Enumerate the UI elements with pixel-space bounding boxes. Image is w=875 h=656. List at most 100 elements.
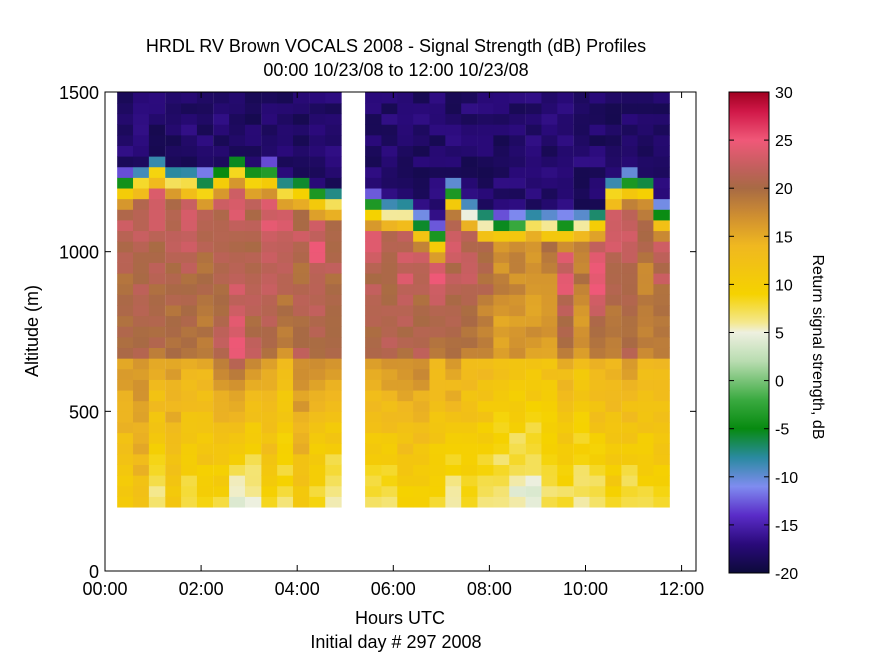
- heatmap-cell: [525, 220, 543, 232]
- heatmap-cell: [653, 390, 670, 402]
- heatmap-cell: [637, 400, 654, 412]
- heatmap-cell: [509, 134, 526, 146]
- heatmap-cell: [509, 145, 526, 157]
- heatmap-cell: [148, 166, 166, 178]
- heatmap-cell: [653, 103, 670, 115]
- heatmap-cell: [196, 294, 214, 306]
- heatmap-cell: [181, 177, 198, 189]
- colorbar-label: Return signal strength, dB: [809, 255, 826, 440]
- heatmap-cell: [429, 358, 446, 370]
- heatmap-cell: [117, 443, 134, 455]
- heatmap-cell: [165, 485, 182, 497]
- heatmap-cell: [445, 241, 462, 253]
- heatmap-cell: [365, 368, 382, 380]
- heatmap-cell: [573, 113, 591, 125]
- heatmap-cell: [461, 156, 478, 168]
- heatmap-cell: [541, 336, 558, 349]
- heatmap-cell: [196, 358, 214, 370]
- heatmap-cell: [244, 305, 262, 317]
- y-axis-ticks: 0 500 1000 1500: [59, 83, 696, 582]
- heatmap-cell: [493, 294, 510, 306]
- heatmap-cell: [309, 177, 326, 189]
- heatmap-cell: [309, 475, 326, 487]
- heatmap-cell: [325, 156, 342, 168]
- heatmap-cell: [525, 443, 543, 455]
- heatmap-cell: [413, 273, 430, 285]
- heatmap-cell: [148, 390, 166, 402]
- heatmap-cell: [557, 198, 574, 210]
- heatmap-cell: [213, 400, 230, 412]
- heatmap-cell: [277, 177, 294, 189]
- heatmap-cell: [365, 485, 382, 497]
- heatmap-cell: [429, 103, 446, 115]
- heatmap-cell: [229, 347, 246, 359]
- heatmap-cell: [541, 103, 558, 115]
- heatmap-cell: [397, 400, 414, 412]
- heatmap-cell: [213, 336, 230, 349]
- heatmap-cell: [445, 336, 462, 349]
- heatmap-cell: [541, 358, 558, 370]
- heatmap-cell: [117, 230, 134, 242]
- heatmap-cell: [325, 188, 342, 200]
- heatmap-cell: [117, 390, 134, 402]
- heatmap-cell: [637, 347, 654, 359]
- heatmap-cell: [148, 134, 166, 146]
- heatmap-cell: [196, 251, 214, 263]
- heatmap-cell: [213, 124, 230, 136]
- heatmap-cell: [445, 156, 462, 168]
- y-tick-label: 1500: [59, 83, 99, 103]
- heatmap-cell: [293, 368, 310, 380]
- heatmap-cell: [277, 283, 294, 295]
- heatmap-cell: [181, 411, 198, 423]
- heatmap-cell: [277, 326, 294, 338]
- heatmap-cell: [637, 390, 654, 402]
- heatmap-cell: [181, 400, 198, 412]
- heatmap-cell: [509, 103, 526, 115]
- heatmap-cell: [541, 496, 558, 508]
- heatmap-cell: [573, 166, 591, 178]
- heatmap-cell: [509, 124, 526, 136]
- heatmap-cell: [445, 368, 462, 380]
- heatmap-cell: [196, 92, 214, 104]
- heatmap-cell: [477, 177, 494, 189]
- heatmap-cell: [117, 315, 134, 327]
- heatmap-cell: [413, 166, 430, 178]
- heatmap-cell: [605, 124, 622, 136]
- heatmap-cell: [477, 251, 494, 263]
- heatmap-cell: [621, 315, 639, 327]
- heatmap-cell: [244, 496, 262, 508]
- heatmap-cell: [621, 496, 639, 508]
- heatmap-cell: [413, 113, 430, 125]
- colorbar-tick-label: 30: [775, 85, 793, 102]
- heatmap-cell: [196, 198, 214, 210]
- heatmap-cell: [381, 262, 398, 274]
- heatmap-cell: [637, 124, 654, 136]
- heatmap-cell: [365, 496, 382, 508]
- heatmap-cell: [445, 305, 462, 317]
- heatmap-cell: [445, 251, 462, 263]
- heatmap-cell: [653, 453, 670, 465]
- heatmap-cell: [413, 411, 430, 423]
- heatmap-cell: [261, 432, 278, 444]
- heatmap-cell: [365, 305, 382, 317]
- heatmap-cell: [589, 209, 606, 221]
- heatmap-cell: [653, 326, 670, 338]
- heatmap-cell: [381, 166, 398, 178]
- heatmap-cell: [653, 92, 670, 104]
- heatmap-cell: [117, 177, 134, 189]
- heatmap-cell: [445, 485, 462, 497]
- heatmap-cell: [117, 103, 134, 115]
- heatmap-cell: [181, 134, 198, 146]
- heatmap-cell: [413, 422, 430, 434]
- heatmap-cell: [181, 262, 198, 274]
- heatmap-cell: [573, 411, 591, 423]
- heatmap-cell: [413, 485, 430, 497]
- heatmap-cell: [429, 390, 446, 402]
- heatmap-cell: [365, 177, 382, 189]
- heatmap-cell: [181, 464, 198, 476]
- heatmap-cell: [117, 134, 134, 146]
- heatmap-cell: [557, 230, 574, 242]
- heatmap-cell: [605, 475, 622, 487]
- heatmap-cell: [413, 305, 430, 317]
- heatmap-cell: [165, 475, 182, 487]
